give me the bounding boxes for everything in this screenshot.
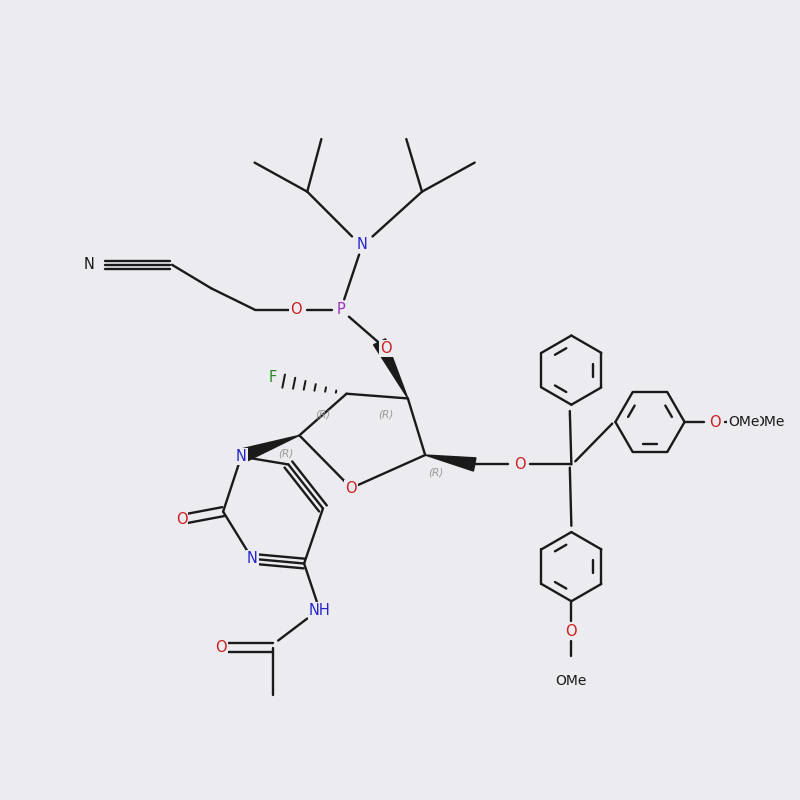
Text: N: N [357, 237, 368, 252]
Text: O: O [514, 457, 526, 472]
Text: N: N [84, 258, 95, 272]
Text: (R): (R) [378, 409, 394, 419]
Text: (R): (R) [315, 409, 330, 419]
Polygon shape [374, 339, 408, 398]
Text: O: O [346, 481, 357, 495]
Text: (R): (R) [428, 467, 443, 478]
Text: O: O [709, 414, 720, 430]
Text: OMe: OMe [754, 415, 785, 429]
Text: O: O [566, 624, 577, 638]
Text: O: O [176, 512, 187, 527]
Text: OMe: OMe [728, 415, 759, 429]
Text: N: N [236, 449, 246, 464]
Text: O: O [380, 342, 392, 357]
Text: OMe: OMe [556, 674, 587, 688]
Text: P: P [337, 302, 346, 317]
Text: O: O [215, 640, 226, 655]
Text: NH: NH [309, 603, 330, 618]
Text: O: O [290, 302, 302, 317]
Polygon shape [242, 435, 299, 462]
Text: (R): (R) [278, 449, 294, 458]
Polygon shape [425, 455, 476, 471]
Text: F: F [269, 370, 277, 386]
Text: N: N [246, 551, 258, 566]
